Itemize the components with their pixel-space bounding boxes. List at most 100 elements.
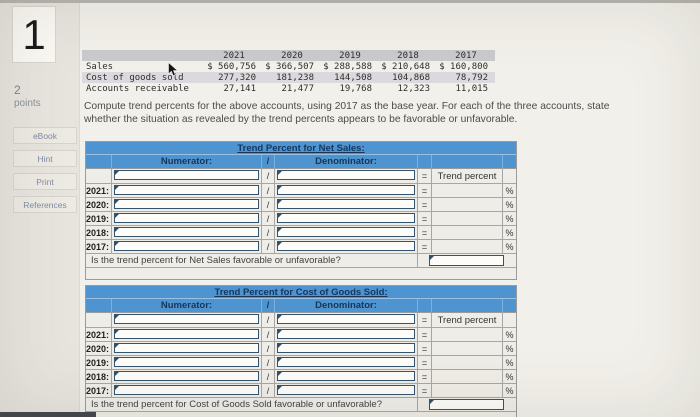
- trend-table-row: 2021: / = %: [86, 184, 516, 198]
- input-corner-marker-icon: [115, 228, 119, 232]
- equals-symbol: =: [418, 198, 432, 212]
- denominator-title-input[interactable]: [277, 170, 415, 180]
- year-row-label: 2020:: [86, 342, 112, 356]
- input-corner-marker-icon: [278, 214, 282, 218]
- percent-sign: %: [503, 328, 516, 342]
- question-row: Is the trend percent for Net Sales favor…: [86, 254, 516, 268]
- denominator-input[interactable]: [277, 241, 415, 251]
- denominator-input[interactable]: [277, 343, 415, 353]
- input-corner-marker-icon: [278, 386, 282, 390]
- points-value: 2: [14, 83, 21, 97]
- numerator-input[interactable]: [114, 199, 259, 209]
- numerator-input[interactable]: [114, 241, 259, 251]
- numerator-input[interactable]: [114, 385, 259, 395]
- top-strip: [0, 0, 700, 3]
- numerator-input[interactable]: [114, 343, 259, 353]
- denominator-input[interactable]: [277, 329, 415, 339]
- trend-table-row: 2019: / = %: [86, 212, 516, 226]
- equals-symbol: =: [418, 313, 432, 328]
- financial-year-header-row: 2021 2020 2019 2018 2017: [82, 50, 495, 61]
- account-value: 181,238: [276, 72, 314, 83]
- denominator-input[interactable]: [277, 199, 415, 209]
- input-corner-marker-icon: [115, 372, 119, 376]
- input-corner-marker-icon: [115, 315, 119, 319]
- year-header: 2018: [397, 50, 419, 61]
- denominator-input[interactable]: [277, 371, 415, 381]
- year-row-label: 2020:: [86, 198, 112, 212]
- input-corner-marker-icon: [115, 344, 119, 348]
- trend-table-row: 2020: / = %: [86, 342, 516, 356]
- percent-sign: %: [503, 370, 516, 384]
- slash-symbol: /: [262, 212, 275, 226]
- equals-symbol: =: [418, 370, 432, 384]
- question-text: Is the trend percent for Cost of Goods S…: [86, 398, 418, 412]
- percent-sign: %: [503, 184, 516, 198]
- equals-symbol: =: [418, 356, 432, 370]
- account-value: 11,015: [455, 83, 488, 94]
- slash-symbol: /: [262, 240, 275, 254]
- percent-sign: %: [503, 198, 516, 212]
- numerator-input[interactable]: [114, 213, 259, 223]
- trend-percent-result: [432, 384, 503, 398]
- denominator-input[interactable]: [277, 213, 415, 223]
- input-corner-marker-icon: [278, 171, 282, 175]
- trend-percent-result: [432, 184, 503, 198]
- slash-symbol: /: [262, 370, 275, 384]
- input-corner-marker-icon: [115, 330, 119, 334]
- equals-symbol: =: [418, 342, 432, 356]
- sidebar-links: eBook Hint Print References: [13, 127, 77, 213]
- equals-symbol: =: [418, 328, 432, 342]
- input-corner-marker-icon: [115, 171, 119, 175]
- slash-symbol: /: [262, 169, 275, 184]
- sidebar-item-references[interactable]: References: [13, 196, 77, 213]
- equals-symbol: =: [418, 212, 432, 226]
- slash-header: /: [262, 299, 275, 313]
- denominator-input[interactable]: [277, 227, 415, 237]
- sidebar-item-hint[interactable]: Hint: [13, 150, 77, 167]
- sidebar-item-print[interactable]: Print: [13, 173, 77, 190]
- numerator-input[interactable]: [114, 357, 259, 367]
- slash-symbol: /: [262, 328, 275, 342]
- account-value: $ 366,507: [265, 61, 314, 72]
- account-value: 19,768: [339, 83, 372, 94]
- trend-table-row: 2017: / = %: [86, 384, 516, 398]
- input-corner-marker-icon: [115, 358, 119, 362]
- trend-percent-header-row: / = Trend percent: [86, 169, 516, 184]
- input-corner-marker-icon: [278, 372, 282, 376]
- denominator-input[interactable]: [277, 385, 415, 395]
- input-corner-marker-icon: [115, 214, 119, 218]
- account-value: 144,508: [334, 72, 372, 83]
- percent-sign: %: [503, 226, 516, 240]
- denominator-input[interactable]: [277, 185, 415, 195]
- trend-percent-result: [432, 356, 503, 370]
- points-label: points: [14, 98, 41, 109]
- denominator-title-input[interactable]: [277, 314, 415, 324]
- trend-table-header-row: Numerator: / Denominator:: [86, 299, 516, 313]
- input-corner-marker-icon: [278, 330, 282, 334]
- slash-symbol: /: [262, 198, 275, 212]
- slash-symbol: /: [262, 313, 275, 328]
- trend-table-row: 2018: / = %: [86, 226, 516, 240]
- trend-table-header-row: Numerator: / Denominator:: [86, 155, 516, 169]
- favorable-answer-input[interactable]: [429, 399, 504, 410]
- hint-label: Hint: [37, 153, 53, 164]
- numerator-input[interactable]: [114, 227, 259, 237]
- numerator-input[interactable]: [114, 371, 259, 381]
- question-number-box: 1: [12, 6, 56, 63]
- percent-sign: %: [503, 356, 516, 370]
- denominator-header: Denominator:: [275, 155, 418, 169]
- sidebar-item-ebook[interactable]: eBook: [13, 127, 77, 144]
- numerator-title-input[interactable]: [114, 170, 259, 180]
- trend-table-row: 2019: / = %: [86, 356, 516, 370]
- numerator-input[interactable]: [114, 185, 259, 195]
- numerator-input[interactable]: [114, 329, 259, 339]
- account-value: $ 288,588: [323, 61, 372, 72]
- slash-header: /: [262, 155, 275, 169]
- bottom-edge-bar: [0, 412, 96, 417]
- favorable-answer-input[interactable]: [429, 255, 504, 266]
- equals-symbol: =: [418, 226, 432, 240]
- year-row-label: 2019:: [86, 212, 112, 226]
- numerator-title-input[interactable]: [114, 314, 259, 324]
- denominator-input[interactable]: [277, 357, 415, 367]
- input-corner-marker-icon: [278, 344, 282, 348]
